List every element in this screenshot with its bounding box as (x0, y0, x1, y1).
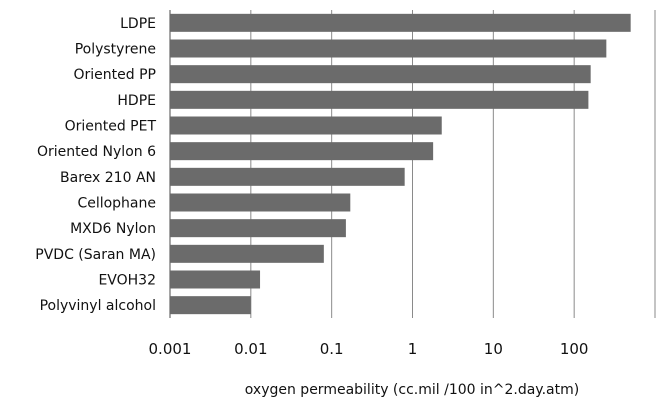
bar (170, 167, 405, 186)
x-tick-label: 0.01 (234, 340, 267, 358)
category-label: Oriented Nylon 6 (37, 144, 156, 160)
bar (170, 65, 591, 84)
x-tick-label: 0.1 (320, 340, 344, 358)
x-tick-label: 0.001 (149, 340, 192, 358)
x-tick-label: 10 (484, 340, 503, 358)
category-label: HDPE (117, 93, 156, 109)
bar (170, 13, 631, 32)
category-label: Polystyrene (75, 42, 156, 58)
x-tick-label: 100 (560, 340, 589, 358)
category-label: Oriented PET (65, 119, 157, 135)
category-label: PVDC (Saran MA) (35, 247, 156, 263)
bar (170, 39, 607, 58)
category-labels: LDPE Polystyrene Oriented PP HDPE Oriented P… (35, 16, 156, 314)
x-tick-label: 1 (408, 340, 418, 358)
category-label: LDPE (120, 16, 156, 32)
bar (170, 90, 589, 109)
bar (170, 270, 261, 289)
x-tick-labels: 0.001 0.01 0.1 1 10 100 (149, 340, 589, 358)
bar (170, 142, 434, 161)
x-axis-title: oxygen permeability (cc.mil /100 in^2.da… (245, 382, 579, 398)
bar (170, 116, 442, 135)
category-label: EVOH32 (98, 273, 156, 289)
category-label: Oriented PP (74, 67, 156, 83)
bar (170, 244, 324, 263)
bar (170, 296, 251, 315)
category-label: MXD6 Nylon (70, 221, 156, 237)
bar (170, 193, 351, 212)
category-label: Cellophane (77, 196, 156, 212)
bars (170, 13, 631, 315)
category-label: Barex 210 AN (60, 170, 156, 186)
category-label: Polyvinyl alcohol (40, 298, 156, 314)
gridlines (250, 10, 656, 318)
bar (170, 219, 346, 238)
